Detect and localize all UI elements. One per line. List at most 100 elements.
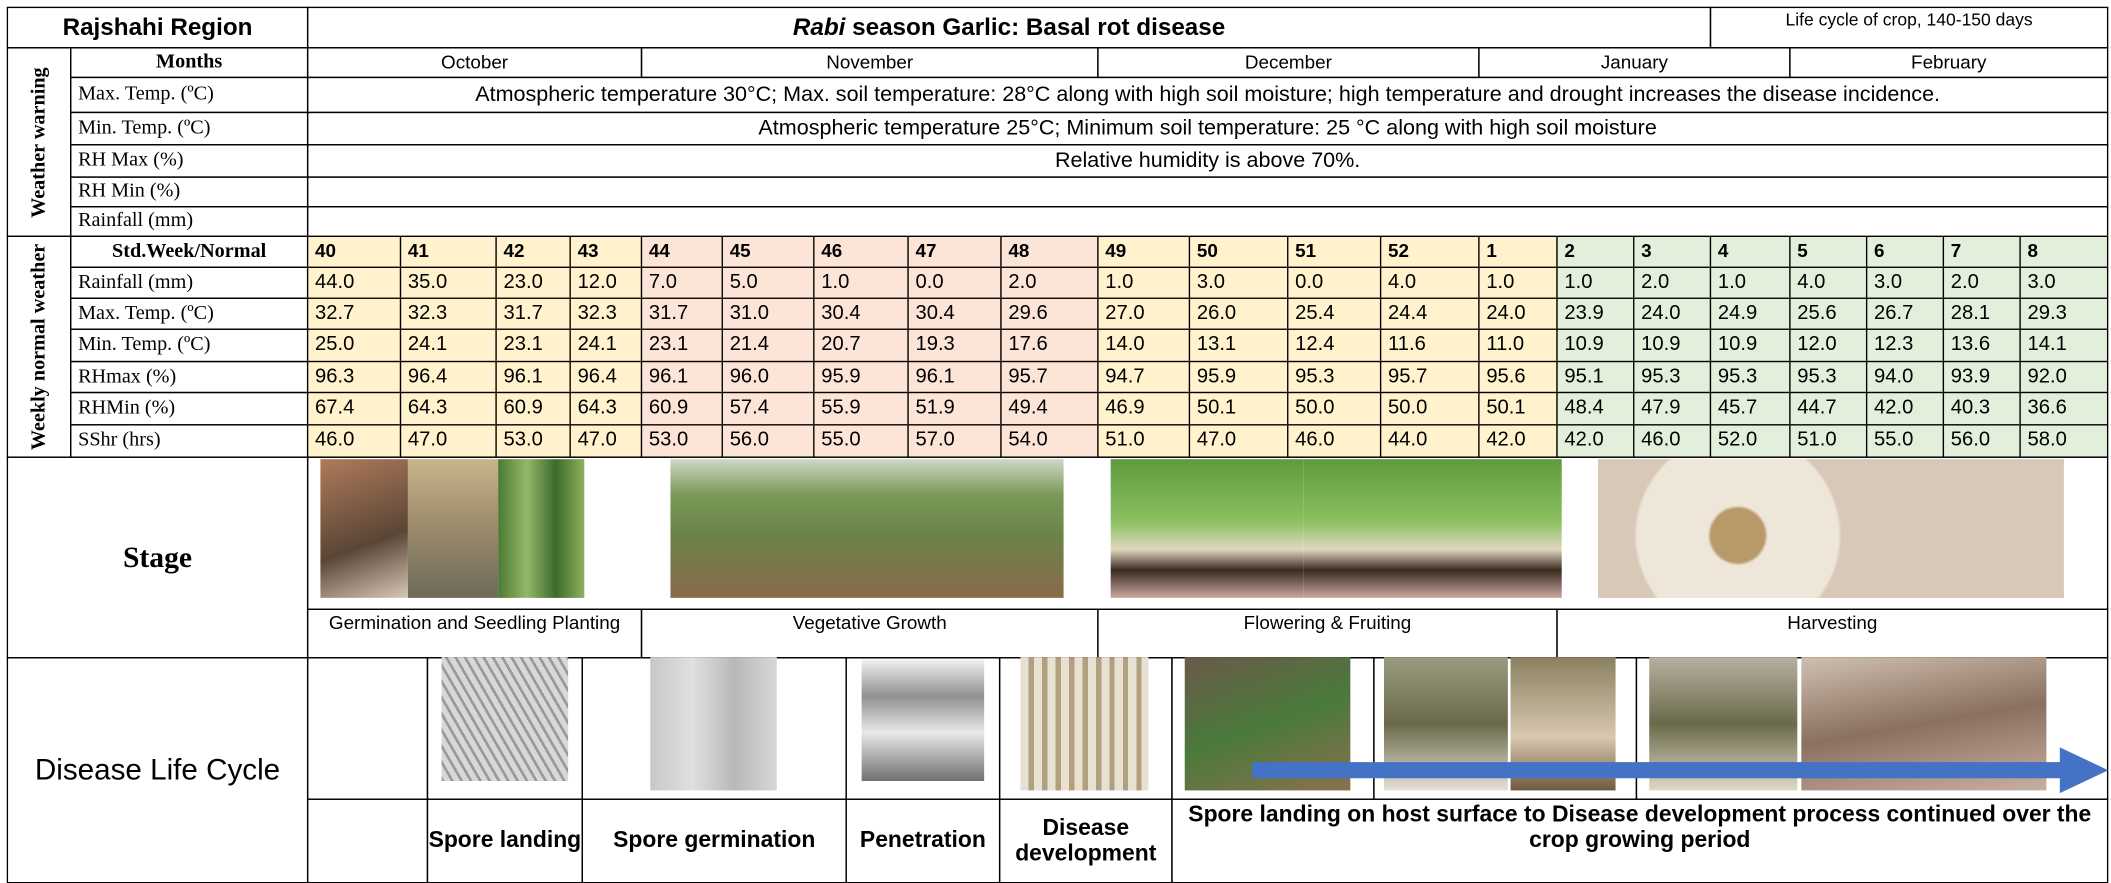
row-label: Months <box>70 47 308 78</box>
week-header: 2 <box>1556 236 1634 268</box>
warning-cell: Atmospheric temperature 25°C; Minimum so… <box>307 112 2108 146</box>
cell-text: 92.0 <box>2028 366 2067 388</box>
value-cell: 95.7 <box>1000 361 1098 393</box>
value-cell: 2.0 <box>1000 267 1098 299</box>
cell-text: 2.0 <box>1641 272 1669 294</box>
value-cell: 2.0 <box>1633 267 1711 299</box>
cell-text: 35.0 <box>408 272 447 294</box>
disease-photo-cell <box>307 657 428 800</box>
value-cell: 12.3 <box>1866 329 1944 363</box>
value-cell: 26.7 <box>1866 298 1944 330</box>
value-cell: 56.0 <box>1943 424 2021 458</box>
cell-text: 95.3 <box>1797 366 1836 388</box>
value-cell: 60.9 <box>641 392 723 426</box>
cell-text: 46.0 <box>1641 430 1680 452</box>
cell-text: 46 <box>821 241 842 262</box>
value-cell: 44.7 <box>1789 392 1867 426</box>
cell-text: Life cycle of crop, 140-150 days <box>1785 11 2032 30</box>
cell-text: 12.4 <box>1295 334 1334 356</box>
month-header: November <box>641 47 1099 78</box>
value-cell: 10.9 <box>1633 329 1711 363</box>
value-cell: 95.3 <box>1287 361 1381 393</box>
cell-text: 0.0 <box>1295 272 1323 294</box>
value-cell: 29.3 <box>2019 298 2108 330</box>
cell-text: 47 <box>915 241 936 262</box>
cell-text: 95.7 <box>1008 366 1047 388</box>
month-header: February <box>1789 47 2108 78</box>
cell-text: 55.0 <box>1874 430 1913 452</box>
cell-text: 12.0 <box>1797 334 1836 356</box>
row-label: RHMin (%) <box>70 392 308 426</box>
title-text: season Garlic: Basal rot disease <box>852 14 1225 41</box>
cell-text: 50.0 <box>1388 398 1427 420</box>
row-label: Min. Temp. (ºC) <box>70 112 308 146</box>
cell-text: Germination and Seedling Planting <box>329 613 620 634</box>
week-header: 40 <box>307 236 401 268</box>
value-cell: 10.9 <box>1556 329 1634 363</box>
cell-text: 31.7 <box>649 303 688 325</box>
value-cell: 3.0 <box>1189 267 1289 299</box>
cell-text: 48 <box>1008 241 1029 262</box>
cell-text: 96.4 <box>578 366 617 388</box>
cell-text: 96.4 <box>408 366 447 388</box>
cell-text: 23.1 <box>504 334 543 356</box>
page: Rajshahi RegionRabiseason Garlic: Basal … <box>0 0 2111 882</box>
value-cell: 24.0 <box>1478 298 1557 330</box>
value-cell: 23.0 <box>495 267 570 299</box>
cell-text: 7.0 <box>649 272 677 294</box>
week-header: 3 <box>1633 236 1711 268</box>
value-cell: 47.0 <box>1189 424 1289 458</box>
cell-text: 46.0 <box>315 430 354 452</box>
photo <box>1185 657 1351 790</box>
value-cell: 32.7 <box>307 298 401 330</box>
cell-text: Spore landing on host surface to Disease… <box>1173 803 2107 853</box>
value-cell: 51.0 <box>1789 424 1867 458</box>
value-cell: 95.1 <box>1556 361 1634 393</box>
value-cell: 58.0 <box>2019 424 2108 458</box>
cell-text: 95.7 <box>1388 366 1427 388</box>
cell-text: 31.0 <box>730 303 769 325</box>
cell-text: 57.4 <box>730 398 769 420</box>
disease-continuation: Spore landing on host surface to Disease… <box>1171 799 2108 883</box>
value-cell: 51.9 <box>907 392 1001 426</box>
week-header: 45 <box>722 236 815 268</box>
value-cell: 96.0 <box>722 361 815 393</box>
cell-text: Weather warning <box>28 67 50 218</box>
value-cell: 96.1 <box>907 361 1001 393</box>
value-cell: 0.0 <box>1287 267 1381 299</box>
photo <box>1111 459 1304 598</box>
value-cell: 95.9 <box>1189 361 1289 393</box>
stage-name: Flowering & Fruiting <box>1097 609 1557 659</box>
cell-text: 58.0 <box>2028 430 2067 452</box>
cell-text: 44.7 <box>1797 398 1836 420</box>
cell-text: 51 <box>1295 241 1316 262</box>
cell-text: 54.0 <box>1008 430 1047 452</box>
photo <box>442 657 569 781</box>
value-cell: 57.4 <box>722 392 815 426</box>
value-cell: 7.0 <box>641 267 723 299</box>
value-cell: 10.9 <box>1710 329 1791 363</box>
warning-cell: Atmospheric temperature 30°C; Max. soil … <box>307 77 2108 113</box>
cell-text: 17.6 <box>1008 334 1047 356</box>
value-cell: 46.9 <box>1097 392 1190 426</box>
value-cell: 13.6 <box>1943 329 2021 363</box>
cell-text: Atmospheric temperature 25°C; Minimum so… <box>758 117 1656 141</box>
cell-text: 45.7 <box>1718 398 1757 420</box>
value-cell: 94.0 <box>1866 361 1944 393</box>
value-cell: 27.0 <box>1097 298 1190 330</box>
cell-text: RH Min (%) <box>78 181 180 203</box>
cell-text: 7 <box>1951 241 1961 262</box>
cell-text: 26.7 <box>1874 303 1913 325</box>
cell-text: 32.3 <box>578 303 617 325</box>
cell-text: 2.0 <box>1008 272 1036 294</box>
stage-label: Stage <box>7 456 309 658</box>
row-label: Std.Week/Normal <box>70 236 308 268</box>
cell-text: 4.0 <box>1797 272 1825 294</box>
cell-text: 41 <box>408 241 429 262</box>
value-cell: 3.0 <box>2019 267 2108 299</box>
value-cell: 25.4 <box>1287 298 1381 330</box>
value-cell: 96.3 <box>307 361 401 393</box>
value-cell: 96.4 <box>400 361 497 393</box>
value-cell: 1.0 <box>1478 267 1557 299</box>
cell-text: 11.6 <box>1388 334 1426 356</box>
